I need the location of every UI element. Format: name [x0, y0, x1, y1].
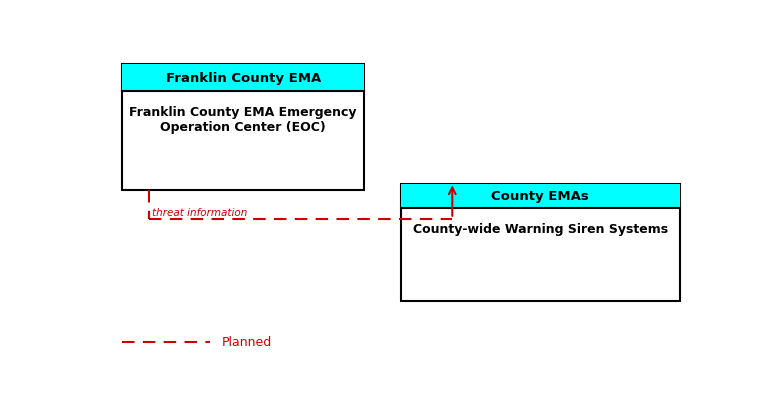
Bar	[401, 184, 680, 208]
Text: Franklin County EMA Emergency
Operation Center (EOC): Franklin County EMA Emergency Operation …	[130, 106, 357, 134]
Text: threat information: threat information	[152, 208, 248, 218]
Bar	[122, 65, 364, 92]
Bar	[122, 65, 364, 191]
Bar	[401, 184, 680, 301]
Text: Planned: Planned	[222, 335, 272, 348]
Text: Franklin County EMA: Franklin County EMA	[166, 72, 321, 85]
Text: County-wide Warning Siren Systems: County-wide Warning Siren Systems	[413, 222, 668, 235]
Text: County EMAs: County EMAs	[491, 190, 589, 203]
